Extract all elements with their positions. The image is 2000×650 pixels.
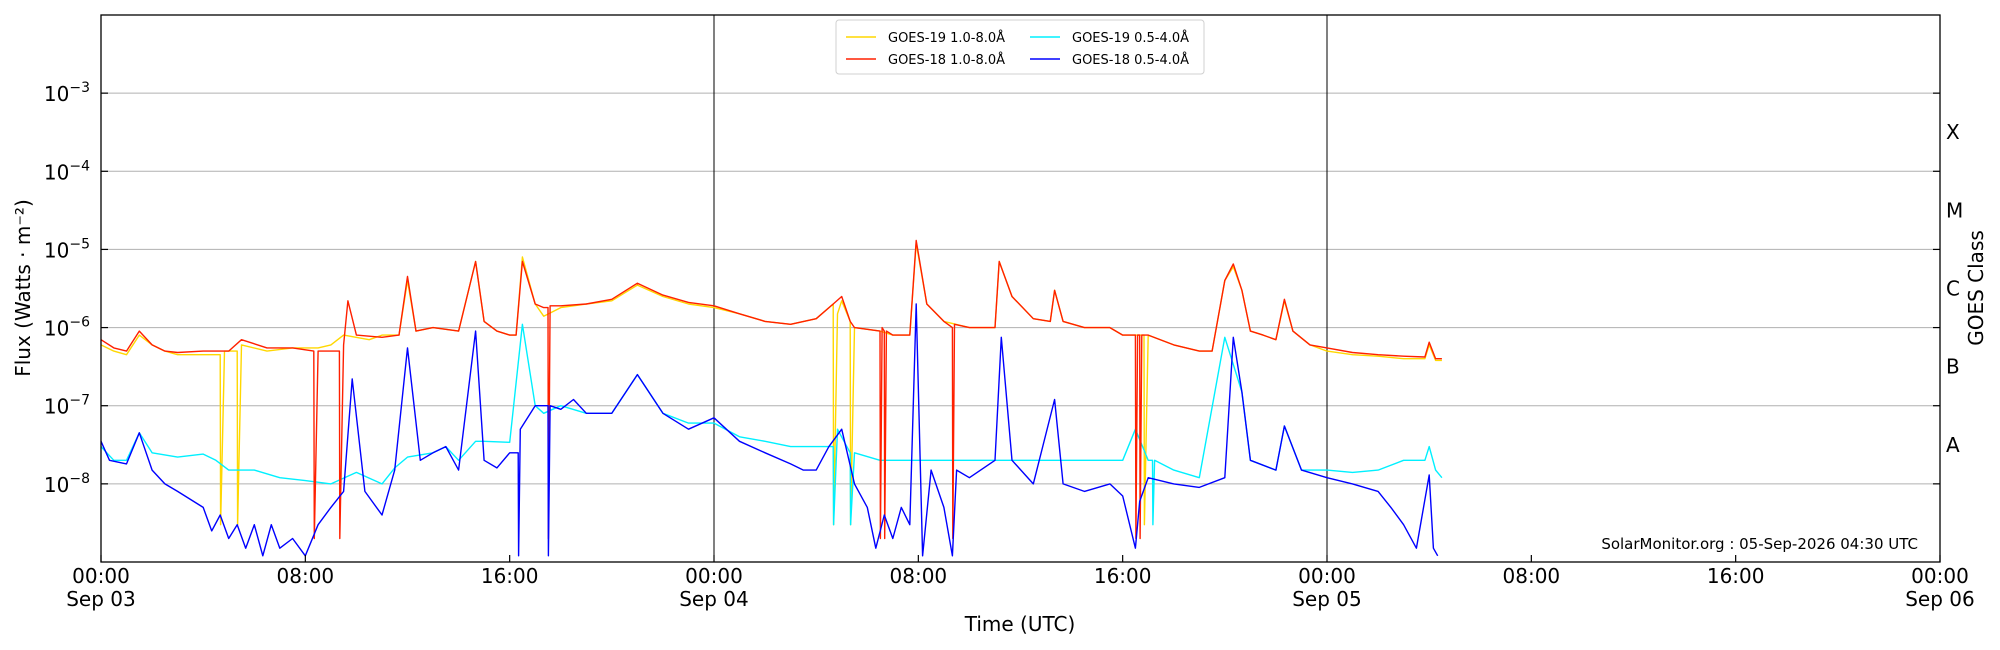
series-line-1 — [100, 239, 1442, 540]
y-tick-label-3: 10−5 — [44, 236, 90, 262]
goes-class-labels: A B C M X — [1946, 120, 1963, 457]
x-tick-label-7: 08:00 — [1503, 564, 1561, 588]
x-tick-label-6: 00:00 — [1298, 564, 1356, 588]
y-axis-right-title: GOES Class — [1964, 230, 1988, 346]
source-annotation: SolarMonitor.org : 05-Sep-2026 04:30 UTC — [1601, 535, 1918, 553]
grid-lines — [101, 92, 1940, 485]
goes-class-label-4: X — [1946, 120, 1960, 144]
y-tick-label-2: 10−6 — [44, 315, 90, 341]
x-tick-label-1: 08:00 — [277, 564, 335, 588]
legend-label-3: GOES-18 0.5-4.0Å — [1072, 52, 1189, 68]
goes-class-label-2: C — [1946, 277, 1960, 301]
y-tick-label-0: 10−8 — [44, 471, 90, 497]
goes-class-label-0: A — [1946, 433, 1960, 457]
y-tick-label-1: 10−7 — [44, 393, 90, 419]
x-tick-label-8: 16:00 — [1707, 564, 1765, 588]
legend-label-2: GOES-19 0.5-4.0Å — [1072, 30, 1189, 46]
legend-label-1: GOES-18 1.0-8.0Å — [888, 52, 1005, 68]
x-tick-label-2: 16:00 — [481, 564, 539, 588]
x-tick-label-0: 00:00 — [72, 564, 130, 588]
y-tick-label-4: 10−4 — [44, 158, 90, 184]
plot-background — [101, 15, 1940, 562]
goes-class-label-3: M — [1946, 198, 1963, 222]
y-tick-label-5: 10−3 — [44, 80, 90, 106]
plot-frame — [100, 14, 1941, 563]
x-tick-date-0: Sep 03 — [66, 587, 136, 611]
day-separator-lines — [713, 15, 1328, 562]
x-tick-label-3: 00:00 — [685, 564, 743, 588]
legend-box — [835, 19, 1205, 75]
x-tick-label-9: 00:00 — [1911, 564, 1969, 588]
data-series-layer — [100, 239, 1443, 557]
x-tick-date-6: Sep 05 — [1292, 587, 1362, 611]
x-tick-label-4: 08:00 — [890, 564, 948, 588]
x-tick-date-9: Sep 06 — [1905, 587, 1975, 611]
x-tick-label-5: 16:00 — [1094, 564, 1152, 588]
y-axis-title: Flux (Watts · m⁻²) — [11, 199, 35, 377]
goes-class-label-1: B — [1946, 355, 1960, 379]
x-axis-title: Time (UTC) — [964, 612, 1076, 636]
legend-label-0: GOES-19 1.0-8.0Å — [888, 30, 1005, 46]
x-tick-date-3: Sep 04 — [679, 587, 749, 611]
series-line-3 — [100, 303, 1439, 557]
legend: GOES-19 1.0-8.0Å GOES-18 1.0-8.0Å GOES-19 … — [835, 19, 1205, 75]
